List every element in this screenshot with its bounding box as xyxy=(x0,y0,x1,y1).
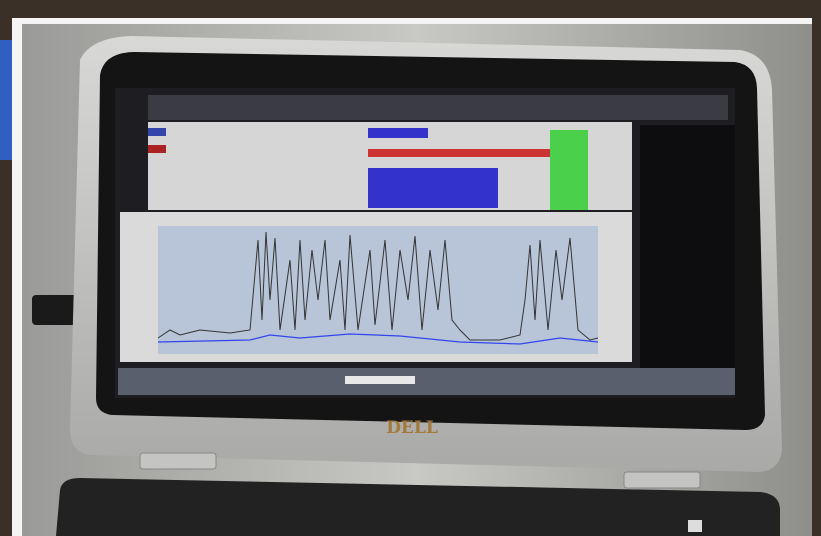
photo: DELL xyxy=(0,0,821,536)
hinge xyxy=(624,472,700,488)
side-panel xyxy=(640,125,735,385)
bar-block xyxy=(368,168,498,208)
toolbar xyxy=(148,95,728,120)
hinge xyxy=(140,453,216,469)
taskbar-field xyxy=(345,376,415,384)
page: DELL (() => { const data = JSON.parse(do… xyxy=(0,0,821,536)
bar xyxy=(368,128,428,138)
legend-swatch xyxy=(148,145,166,153)
brand-logo: DELL xyxy=(386,418,438,438)
usb-stick xyxy=(32,295,80,325)
legend-swatch xyxy=(148,128,166,136)
indicator xyxy=(688,520,702,532)
status-column xyxy=(550,130,588,210)
taskbar xyxy=(118,368,735,395)
